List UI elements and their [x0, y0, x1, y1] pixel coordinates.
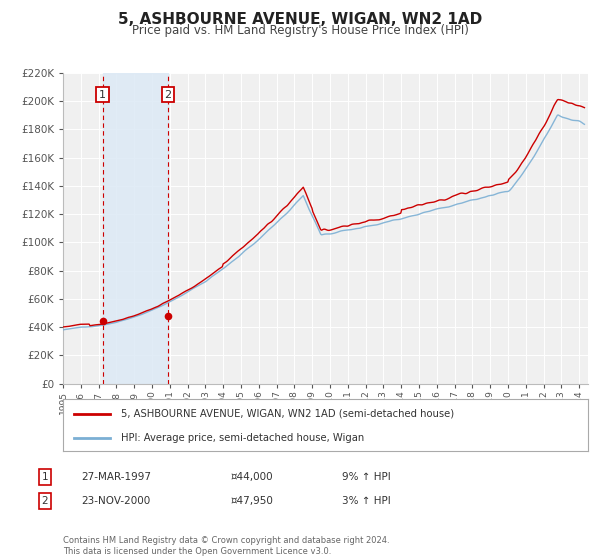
Text: ¤47,950: ¤47,950	[231, 496, 274, 506]
Text: 5, ASHBOURNE AVENUE, WIGAN, WN2 1AD (semi-detached house): 5, ASHBOURNE AVENUE, WIGAN, WN2 1AD (sem…	[121, 409, 454, 419]
Text: ¤44,000: ¤44,000	[231, 472, 274, 482]
Text: 23-NOV-2000: 23-NOV-2000	[81, 496, 150, 506]
Bar	[103, 73, 168, 384]
Text: 2: 2	[164, 90, 172, 100]
Text: 9% ↑ HPI: 9% ↑ HPI	[342, 472, 391, 482]
Text: 2: 2	[41, 496, 49, 506]
Text: 5, ASHBOURNE AVENUE, WIGAN, WN2 1AD: 5, ASHBOURNE AVENUE, WIGAN, WN2 1AD	[118, 12, 482, 27]
Text: Contains HM Land Registry data © Crown copyright and database right 2024.
This d: Contains HM Land Registry data © Crown c…	[63, 536, 389, 556]
Text: Price paid vs. HM Land Registry's House Price Index (HPI): Price paid vs. HM Land Registry's House …	[131, 24, 469, 36]
Text: 1: 1	[41, 472, 49, 482]
Text: 3% ↑ HPI: 3% ↑ HPI	[342, 496, 391, 506]
Text: 1: 1	[99, 90, 106, 100]
Text: HPI: Average price, semi-detached house, Wigan: HPI: Average price, semi-detached house,…	[121, 433, 364, 443]
Text: 27-MAR-1997: 27-MAR-1997	[81, 472, 151, 482]
